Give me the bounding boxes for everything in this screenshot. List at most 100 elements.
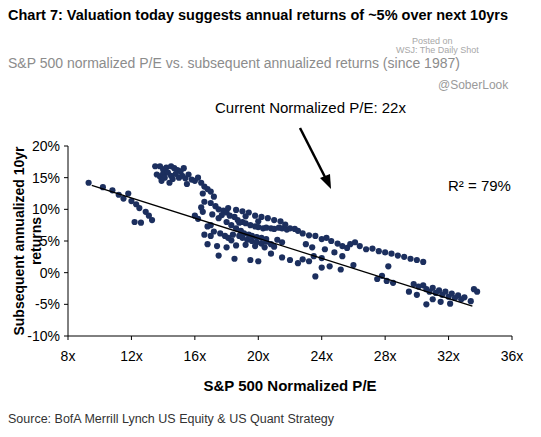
point — [423, 301, 429, 307]
x-tick-label: 24x — [310, 348, 333, 364]
point — [136, 205, 142, 211]
point — [388, 251, 394, 257]
subtitle: S&P 500 normalized P/E vs. subsequent an… — [8, 55, 460, 71]
title: Chart 7: Valuation today suggests annual… — [8, 7, 508, 23]
y-tick-label: 20% — [32, 138, 60, 154]
plot-marks — [86, 163, 481, 307]
point — [430, 296, 436, 302]
point — [228, 237, 234, 243]
watermark: WSJ: The Daily Shot — [396, 45, 479, 55]
point — [319, 265, 325, 271]
point — [201, 199, 207, 205]
point — [184, 181, 190, 187]
y-tick — [64, 146, 68, 147]
point — [407, 256, 413, 262]
point — [201, 232, 207, 238]
point — [208, 233, 214, 239]
y-tick-label: 15% — [32, 170, 60, 186]
point — [300, 230, 306, 236]
y-axis-label-line: Subsequent annualized 10yr — [11, 146, 27, 336]
x-tick-label: 36x — [501, 348, 524, 364]
point — [385, 263, 391, 269]
point — [338, 266, 344, 272]
point — [309, 244, 315, 250]
y-tick-label: 0% — [40, 265, 60, 281]
point — [401, 254, 407, 260]
point — [204, 241, 210, 247]
point — [438, 299, 444, 305]
point — [271, 217, 277, 223]
point — [255, 258, 261, 264]
point — [306, 232, 312, 238]
point — [468, 298, 474, 304]
point — [395, 252, 401, 258]
point — [376, 248, 382, 254]
point — [282, 221, 288, 227]
point — [252, 213, 258, 219]
point — [233, 242, 239, 248]
x-tick — [448, 336, 449, 340]
point — [243, 213, 249, 219]
annotation: Current Normalized P/E: 22x — [215, 99, 406, 116]
background — [0, 0, 541, 437]
point — [252, 243, 258, 249]
x-tick — [512, 336, 513, 340]
point — [300, 256, 306, 262]
point — [268, 251, 274, 257]
watermark: @SoberLook — [438, 78, 509, 92]
point — [331, 249, 337, 255]
y-tick-label: -5% — [35, 296, 60, 312]
point — [287, 257, 293, 263]
point — [339, 253, 345, 259]
point — [236, 220, 242, 226]
y-tick — [64, 241, 68, 242]
point — [149, 217, 155, 223]
y-axis-label: Subsequent annualized 10yrreturns — [11, 146, 44, 336]
x-tick — [131, 336, 132, 340]
x-tick — [68, 336, 69, 340]
point — [363, 246, 369, 252]
point — [200, 190, 206, 196]
y-tick-label: -10% — [27, 328, 60, 344]
title-line: Chart 7: Valuation today suggests annual… — [8, 7, 508, 23]
point — [414, 292, 420, 298]
x-axis-label: S&P 500 Normalized P/E — [203, 377, 376, 394]
x-tick — [258, 336, 259, 340]
point — [225, 205, 231, 211]
point — [247, 257, 253, 263]
source: Source: BofA Merrill Lynch US Equity & U… — [8, 412, 335, 426]
x-tick — [321, 336, 322, 340]
point — [303, 241, 309, 247]
y-tick — [64, 209, 68, 210]
point — [414, 257, 420, 263]
arrow-head — [320, 174, 331, 189]
point — [223, 244, 229, 250]
point — [86, 180, 92, 186]
point — [357, 243, 363, 249]
point — [327, 263, 333, 269]
chart: Chart 7: Valuation today suggests annual… — [0, 0, 541, 437]
point — [461, 294, 467, 300]
point — [312, 273, 318, 279]
y-tick-label: 10% — [32, 201, 60, 217]
x-tick-label: 12x — [120, 348, 143, 364]
point — [306, 258, 312, 264]
point — [138, 220, 144, 226]
x-tick — [385, 336, 386, 340]
y-tick — [64, 177, 68, 178]
x-tick-label: 8x — [61, 348, 76, 364]
y-tick — [64, 336, 68, 337]
point — [198, 204, 204, 210]
point — [322, 246, 328, 252]
point — [447, 301, 453, 307]
x-tick — [194, 336, 195, 340]
y-axis-label-line: returns — [28, 217, 44, 265]
point — [474, 289, 480, 295]
x-axis — [68, 336, 512, 337]
point — [243, 242, 249, 248]
arrow — [300, 128, 326, 179]
point — [265, 215, 271, 221]
x-tick-label: 32x — [437, 348, 460, 364]
point — [312, 233, 318, 239]
point — [166, 180, 172, 186]
